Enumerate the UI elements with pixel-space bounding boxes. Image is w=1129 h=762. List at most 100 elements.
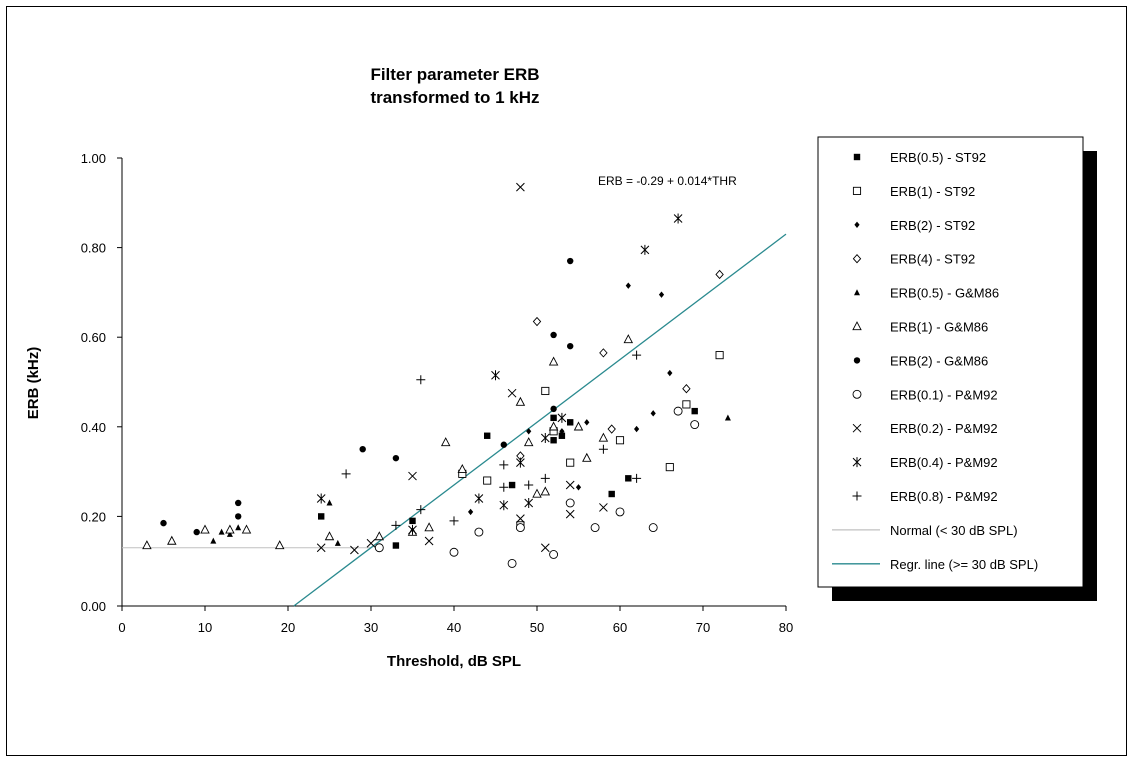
data-point-series-4 [226,530,233,537]
data-point-series-8 [599,503,608,512]
chart-title-line-2: transformed to 1 kHz [370,88,539,107]
legend-swatch-9 [852,457,862,468]
data-point-series-6 [500,441,507,448]
legend-swatch-3 [852,254,862,264]
data-point-series-2 [559,428,565,435]
data-point-series-0 [508,481,516,489]
data-point-series-7 [515,523,525,533]
data-point-series-5 [225,524,235,534]
legend-box [817,136,1084,588]
data-point-series-8 [540,543,550,553]
legend-label-5: ERB(1) - G&M86 [890,320,988,335]
data-point-series-0 [567,419,574,426]
data-point-series-7 [549,550,559,559]
data-point-series-4 [326,499,333,506]
x-tick-label: 60 [613,620,627,635]
data-point-series-1 [615,436,625,445]
data-point-series-5 [523,437,534,447]
data-point-series-6 [193,528,200,536]
data-point-series-10 [416,505,426,515]
data-point-series-5 [598,432,609,442]
y-tick-label: 1.00 [81,151,106,166]
data-point-series-5 [548,356,559,366]
data-point-series-10 [499,482,509,492]
data-point-series-3 [682,384,691,394]
legend-label-2: ERB(2) - ST92 [890,218,975,233]
data-point-series-0 [691,407,698,415]
data-point-series-9 [499,500,509,511]
series-line-12 [293,233,787,607]
data-point-series-1 [682,400,691,409]
data-point-series-1 [665,463,674,472]
data-point-series-7 [673,406,683,416]
data-point-series-1 [566,458,575,467]
y-tick-label: 0.20 [81,509,106,524]
data-point-series-0 [625,475,632,482]
data-point-series-2 [650,410,656,417]
data-point-series-6 [567,257,574,265]
data-point-series-5 [424,522,434,532]
data-point-series-0 [608,490,615,498]
data-point-series-0 [409,517,416,525]
x-tick-label: 70 [696,620,710,635]
data-point-series-10 [598,444,608,454]
data-point-series-6 [567,342,574,350]
data-point-series-5 [582,452,592,462]
data-point-series-10 [341,469,351,479]
x-tick-label: 80 [779,620,793,635]
chart-title-line-1: Filter parameter ERB [370,65,539,84]
data-point-series-6 [235,513,242,520]
data-point-series-0 [484,432,491,439]
data-point-series-2 [658,291,665,298]
data-point-series-2 [625,282,631,289]
data-point-series-8 [350,545,359,555]
x-tick-label: 20 [281,620,295,635]
data-point-series-10 [449,516,459,526]
data-point-series-9 [540,433,550,443]
data-point-series-9 [516,457,525,468]
data-point-series-3 [599,348,608,358]
legend-label-10: ERB(0.8) - P&M92 [890,489,998,504]
data-point-series-5 [540,486,551,496]
data-point-series-6 [235,499,242,507]
legend-label-8: ERB(0.2) - P&M92 [890,421,998,436]
y-tick-label: 0.80 [81,241,106,256]
data-point-series-5 [374,531,385,541]
legend-label-7: ERB(0.1) - P&M92 [890,387,998,402]
data-point-series-7 [507,558,517,568]
plot-area: 0 10 20 30 40 50 60 70 80 0.00 0.20 0.40 0.60 0.80 1.0… [81,151,794,635]
data-point-series-3 [715,269,724,280]
data-point-series-2 [575,484,582,491]
data-point-series-9 [673,213,683,224]
legend-swatch-10 [852,491,862,501]
legend-label-3: ERB(4) - ST92 [890,252,975,267]
data-point-series-7 [449,547,459,557]
x-axis-title: Threshold, dB SPL [387,653,521,670]
data-point-series-5 [515,396,526,406]
data-point-series-6 [550,331,557,339]
data-point-series-7 [565,498,575,508]
legend-swatch-6 [853,357,861,364]
data-point-series-6 [160,519,167,527]
legend-label-6: ERB(2) - G&M86 [890,353,988,368]
data-point-series-5 [324,531,335,541]
data-point-series-1 [715,351,724,360]
data-point-series-2 [667,369,673,377]
legend-label-11: Normal (< 30 dB SPL) [890,523,1018,538]
data-point-series-5 [241,524,252,534]
legend-label-0: ERB(0.5) - ST92 [890,150,986,165]
data-point-series-2 [468,508,474,516]
legend-label-12: Regr. line (>= 30 dB SPL) [890,557,1038,572]
legend-swatch-7 [852,389,862,399]
data-point-series-8 [424,536,434,546]
data-point-series-8 [516,514,525,523]
data-point-series-4 [210,537,217,544]
y-tick-label: 0.60 [81,330,106,345]
data-point-series-5 [200,524,210,534]
data-point-series-5 [274,540,285,550]
data-point-series-0 [318,513,325,520]
data-point-series-0 [558,432,566,439]
data-point-series-10 [524,480,534,490]
x-tick-label: 0 [118,620,125,635]
data-point-series-4 [235,524,242,531]
